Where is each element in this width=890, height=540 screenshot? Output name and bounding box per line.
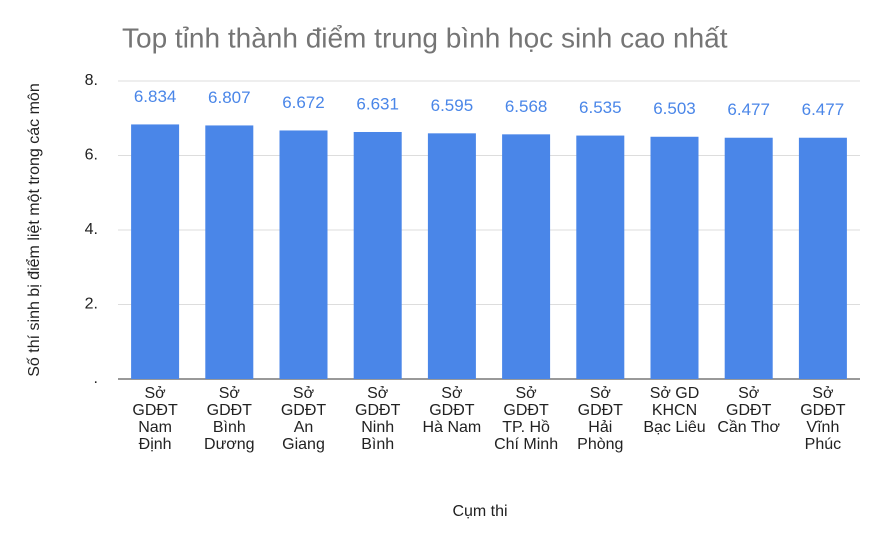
x-tick-label: Sở GDĐT An Giang <box>280 385 327 453</box>
x-tick-label: Sở GDĐT TP. Hồ Chí Minh <box>494 385 559 453</box>
bar <box>353 131 402 379</box>
value-label: 6.477 <box>727 100 770 119</box>
value-label: 6.568 <box>505 97 548 116</box>
y-tick-label: 4. <box>85 221 98 238</box>
x-tick-label: Sở GDĐT Cần Thơ <box>717 385 781 436</box>
bar <box>650 136 699 379</box>
x-tick-label: Sở GDĐT Ninh Bình <box>355 385 401 453</box>
x-axis-label: Cụm thi <box>452 503 507 520</box>
x-tick-label: Sở GDĐT Vĩnh Phúc <box>800 385 846 453</box>
x-tick-label: Sở GDĐT Hà Nam <box>422 385 482 436</box>
bar <box>502 134 551 379</box>
value-label: 6.672 <box>282 93 325 112</box>
x-tick-label: Sở GDĐT Nam Định <box>132 385 178 453</box>
y-axis-label: Số thí sinh bị điểm liệt một trong các m… <box>25 83 43 376</box>
bar <box>576 135 625 379</box>
chart-title: Top tỉnh thành điểm trung bình học sinh … <box>122 22 728 53</box>
y-tick-label: 8. <box>85 72 98 89</box>
value-label: 6.807 <box>208 88 251 107</box>
y-tick-label: . <box>94 370 98 387</box>
bar <box>205 125 254 380</box>
value-label: 6.503 <box>653 99 696 118</box>
y-tick-label: 2. <box>85 296 98 313</box>
y-tick-label: 6. <box>85 147 98 164</box>
value-label: 6.477 <box>802 100 845 119</box>
x-tick-label: Sở GDĐT Bình Dương <box>204 385 255 453</box>
bar <box>724 137 773 379</box>
value-label: 6.595 <box>431 96 474 115</box>
bar <box>279 130 328 379</box>
value-label: 6.631 <box>356 94 399 113</box>
x-tick-label: Sở GD KHCN Bạc Liêu <box>643 385 706 436</box>
x-tick-label: Sở GDĐT Hải Phòng <box>577 385 624 453</box>
value-label: 6.834 <box>134 87 177 106</box>
bar <box>798 137 847 379</box>
bar <box>131 124 180 379</box>
bar <box>427 133 476 379</box>
value-label: 6.535 <box>579 98 622 117</box>
